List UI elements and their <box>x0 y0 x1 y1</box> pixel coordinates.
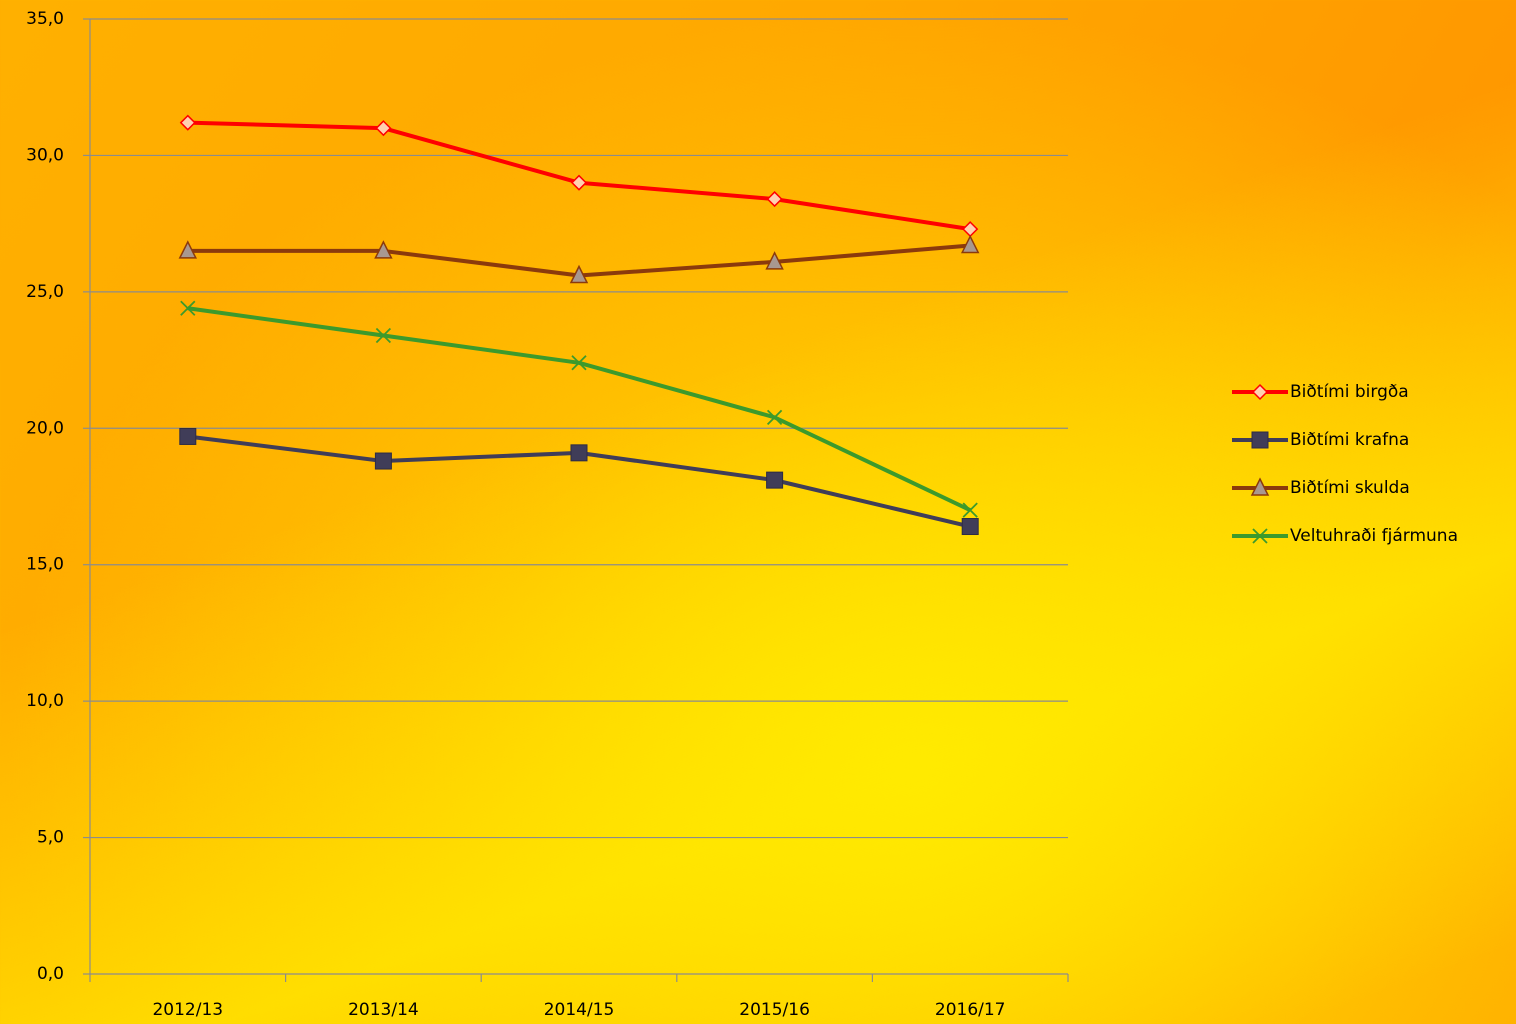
marker <box>179 114 196 131</box>
marker <box>962 502 978 518</box>
marker <box>962 221 979 238</box>
legend-label: Biðtími skulda <box>1290 478 1410 498</box>
x-tick-label: 2014/15 <box>544 1000 615 1020</box>
marker <box>765 251 784 270</box>
marker <box>1250 477 1270 496</box>
y-tick-label: 10,0 <box>26 691 64 711</box>
marker <box>180 300 196 316</box>
marker <box>374 452 392 470</box>
marker <box>179 427 197 445</box>
x-tick-label: 2015/16 <box>739 1000 810 1020</box>
marker <box>766 471 784 489</box>
x-tick-label: 2013/14 <box>348 1000 419 1020</box>
marker <box>1252 528 1268 544</box>
y-tick-label: 15,0 <box>26 555 64 575</box>
legend-label: Veltuhraði fjármuna <box>1290 526 1458 546</box>
y-tick-label: 20,0 <box>26 418 64 438</box>
marker <box>1251 431 1269 449</box>
legend-label: Biðtími krafna <box>1290 430 1409 450</box>
y-tick-label: 5,0 <box>37 828 64 848</box>
marker <box>374 240 393 259</box>
legend-label: Biðtími birgða <box>1290 382 1409 402</box>
marker <box>1251 383 1269 401</box>
series-line <box>187 306 972 512</box>
x-tick-label: 2016/17 <box>935 1000 1006 1020</box>
marker <box>375 327 392 344</box>
marker <box>569 264 589 284</box>
marker <box>961 518 979 536</box>
marker <box>766 191 783 208</box>
marker <box>375 120 392 137</box>
legend: Biðtími birgða Biðtími krafna Biðtími skul… <box>1232 382 1458 546</box>
marker <box>766 409 783 426</box>
y-tick-label: 25,0 <box>26 282 64 302</box>
marker <box>960 234 980 254</box>
y-tick-label: 35,0 <box>26 9 64 29</box>
marker <box>570 174 588 191</box>
marker <box>570 444 588 462</box>
x-tick-label: 2012/13 <box>152 1000 223 1020</box>
y-tick-label: 0,0 <box>37 964 64 984</box>
y-tick-label: 30,0 <box>26 145 64 165</box>
marker <box>571 355 587 371</box>
marker <box>178 240 198 259</box>
